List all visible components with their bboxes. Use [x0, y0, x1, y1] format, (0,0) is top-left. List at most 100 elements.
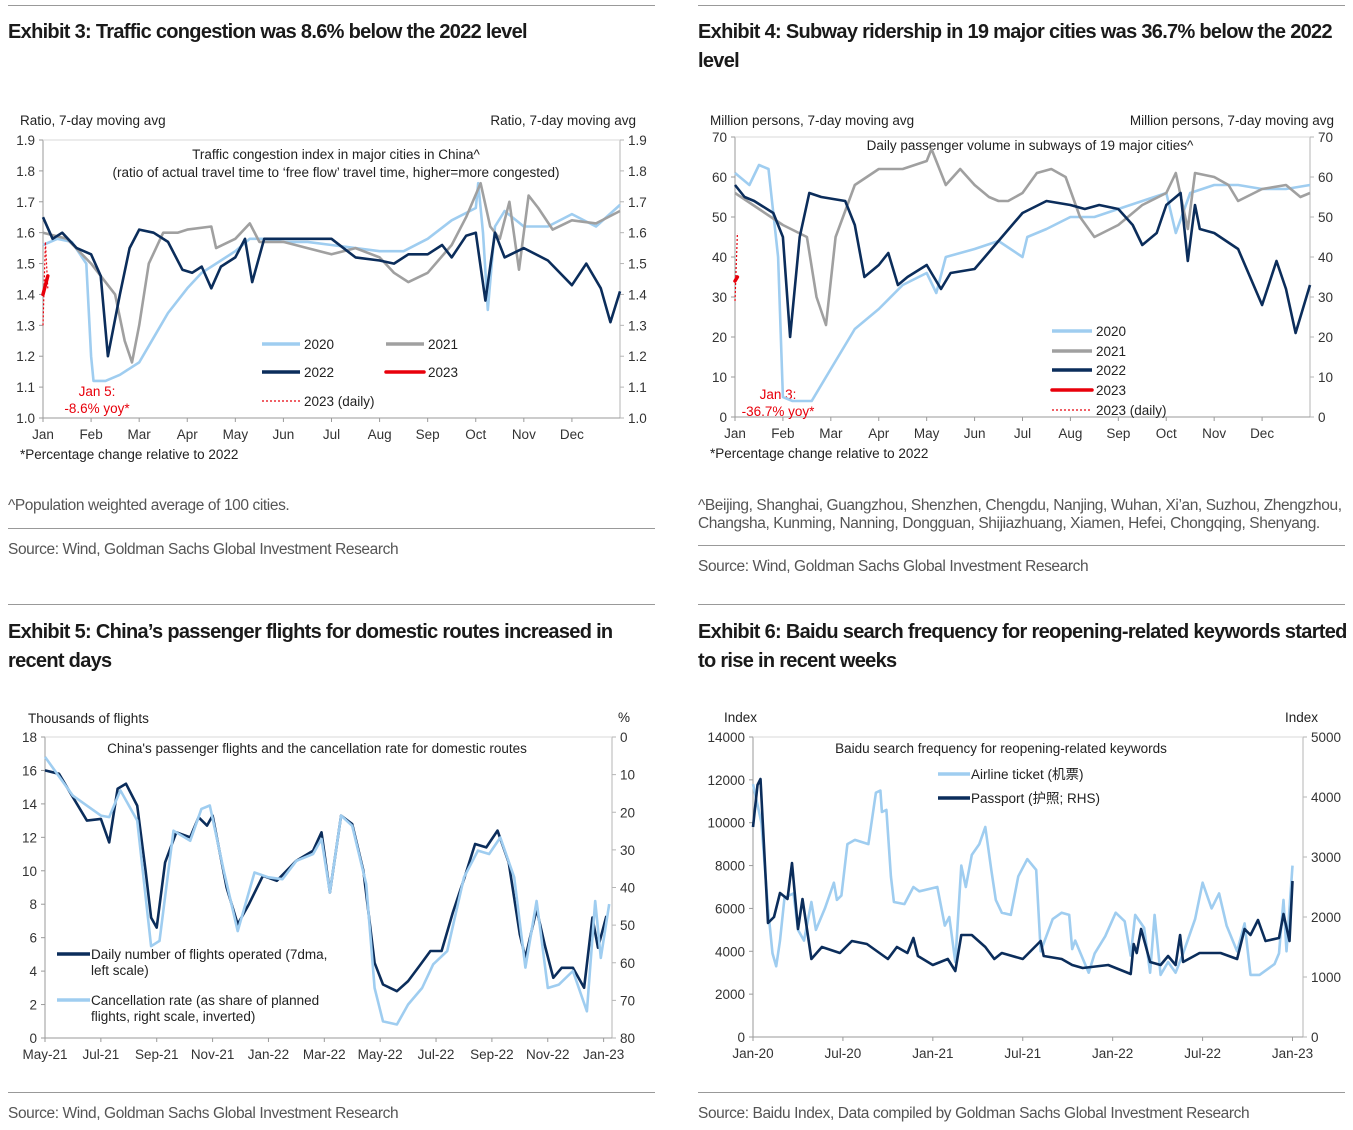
y-left-tick-label: 18 [22, 730, 37, 745]
y-left-tick-label: 40 [712, 250, 727, 265]
y-left-tick-label: 20 [712, 330, 727, 345]
y-right-tick-label: 1.6 [628, 226, 647, 241]
series-line-2022 [41, 216, 622, 358]
y-left-tick-label: 1.3 [16, 318, 35, 333]
x-tick-label: Jul-20 [825, 1046, 862, 1061]
x-tick-label: Dec [560, 427, 584, 442]
y-right-tick-label: 1.2 [628, 349, 647, 364]
x-tick-label: Mar [128, 427, 152, 442]
yoy-annotation: Jan 5: [79, 384, 116, 399]
y-left-tick-label: 0 [737, 1030, 745, 1045]
y-left-tick-label: 10000 [707, 816, 745, 831]
x-tick-label: Nov-22 [526, 1047, 570, 1062]
x-tick-label: Aug [1058, 426, 1082, 441]
y-right-tick-label: 30 [620, 843, 635, 858]
x-tick-label: Oct [465, 427, 486, 442]
y-left-tick-label: 0 [719, 410, 727, 425]
note-rule-left [8, 528, 655, 529]
legend-label: 2023 [428, 365, 458, 380]
x-tick-label: Jan-21 [912, 1046, 953, 1061]
exhibit-4-source: Source: Wind, Goldman Sachs Global Inves… [698, 558, 1089, 575]
series-line-2020 [42, 181, 621, 383]
bottom-rule-right [698, 1092, 1345, 1093]
series-line-cancellation-rate-as-share-of-planned-flights-right-scale-inverted [43, 756, 611, 1026]
x-tick-label: May [914, 426, 940, 441]
y-right-tick-label: 70 [1318, 130, 1333, 145]
legend-label: 2023 [1096, 383, 1126, 398]
chart-title: Traffic congestion index in major cities… [192, 147, 480, 162]
y-right-tick-label: 2000 [1311, 910, 1341, 925]
x-tick-label: Oct [1156, 426, 1177, 441]
y-right-tick-label: 10 [1318, 370, 1333, 385]
exhibit-5-source: Source: Wind, Goldman Sachs Global Inves… [8, 1105, 399, 1122]
note-rule-right [698, 545, 1345, 546]
y-right-tick-label: 1.0 [628, 411, 647, 426]
y-right-tick-label: 1.5 [628, 257, 647, 272]
series-line-2020 [734, 163, 1311, 403]
series-line-2021 [734, 147, 1311, 327]
x-tick-label: Jun [273, 427, 295, 442]
x-tick-label: Jul-22 [418, 1047, 455, 1062]
y-right-tick-label: 1.4 [628, 287, 647, 302]
chart-title: China's passenger flights and the cancel… [107, 741, 527, 756]
exhibit-6-title: Exhibit 6: Baidu search frequency for re… [698, 621, 1347, 672]
y-right-tick-label: 50 [1318, 210, 1333, 225]
exhibit-4-note: ^Beijing, Shanghai, Guangzhou, Shenzhen,… [698, 497, 1342, 532]
y-left-tick-label: 12000 [707, 773, 745, 788]
y-right-tick-label: 1.7 [628, 195, 647, 210]
y-right-tick-label: 60 [1318, 170, 1333, 185]
y-right-tick-label: 20 [1318, 330, 1333, 345]
x-tick-label: Jan-20 [732, 1046, 773, 1061]
x-tick-label: Sep [1106, 426, 1130, 441]
x-tick-label: Jul [1014, 426, 1031, 441]
chart-footnote: *Percentage change relative to 2022 [20, 447, 238, 462]
chart-subtitle: (ratio of actual travel time to ‘free fl… [112, 165, 559, 180]
y-right-tick-label: 1.1 [628, 380, 647, 395]
y-left-tick-label: 10 [22, 864, 37, 879]
y-left-tick-label: 60 [712, 170, 727, 185]
y-right-axis-label: Ratio, 7-day moving avg [490, 113, 636, 128]
y-left-tick-label: 2000 [715, 987, 745, 1002]
x-tick-label: May-21 [22, 1047, 67, 1062]
y-right-tick-label: 20 [620, 805, 635, 820]
x-tick-label: Sep-22 [470, 1047, 514, 1062]
y-left-axis-label: Thousands of flights [28, 711, 149, 726]
y-left-tick-label: 1.6 [16, 226, 35, 241]
y-right-tick-label: 0 [620, 730, 628, 745]
y-left-tick-label: 1.9 [16, 133, 35, 148]
top-rule-right [698, 5, 1345, 6]
y-left-tick-label: 8000 [715, 859, 745, 874]
mid-rule-left [8, 604, 655, 605]
y-right-tick-label: 10 [620, 768, 635, 783]
y-right-axis-label: Index [1285, 710, 1318, 725]
series-line-2021 [42, 181, 621, 364]
y-left-axis-label: Ratio, 7-day moving avg [20, 113, 166, 128]
y-right-tick-label: 0 [1318, 410, 1326, 425]
x-tick-label: Jul-21 [1004, 1046, 1041, 1061]
legend-label: Cancellation rate (as share of planned [91, 993, 319, 1008]
legend-label: flights, right scale, inverted) [91, 1009, 255, 1024]
x-tick-label: Apr [868, 426, 890, 441]
y-right-tick-label: 40 [620, 881, 635, 896]
y-left-tick-label: 14 [22, 797, 38, 812]
y-left-tick-label: 1.5 [16, 257, 35, 272]
y-right-axis-label: Million persons, 7-day moving avg [1130, 113, 1334, 128]
y-left-tick-label: 16 [22, 763, 37, 778]
y-right-tick-label: 40 [1318, 250, 1333, 265]
x-tick-label: Jan [724, 426, 746, 441]
chart-footnote: *Percentage change relative to 2022 [710, 446, 928, 461]
x-tick-label: Feb [79, 427, 102, 442]
bottom-rule-left [8, 1092, 655, 1093]
y-left-tick-label: 6000 [715, 901, 745, 916]
y-right-tick-label: 30 [1318, 290, 1333, 305]
y-left-tick-label: 14000 [707, 730, 745, 745]
series-line-passport-rhs [751, 777, 1294, 976]
legend-label: 2022 [1096, 363, 1126, 378]
top-rule-left [8, 5, 655, 6]
mid-rule-right [698, 604, 1345, 605]
y-right-tick-label: 1.9 [628, 133, 647, 148]
y-right-tick-label: 80 [620, 1031, 635, 1046]
y-left-tick-label: 8 [29, 897, 37, 912]
y-left-tick-label: 30 [712, 290, 727, 305]
